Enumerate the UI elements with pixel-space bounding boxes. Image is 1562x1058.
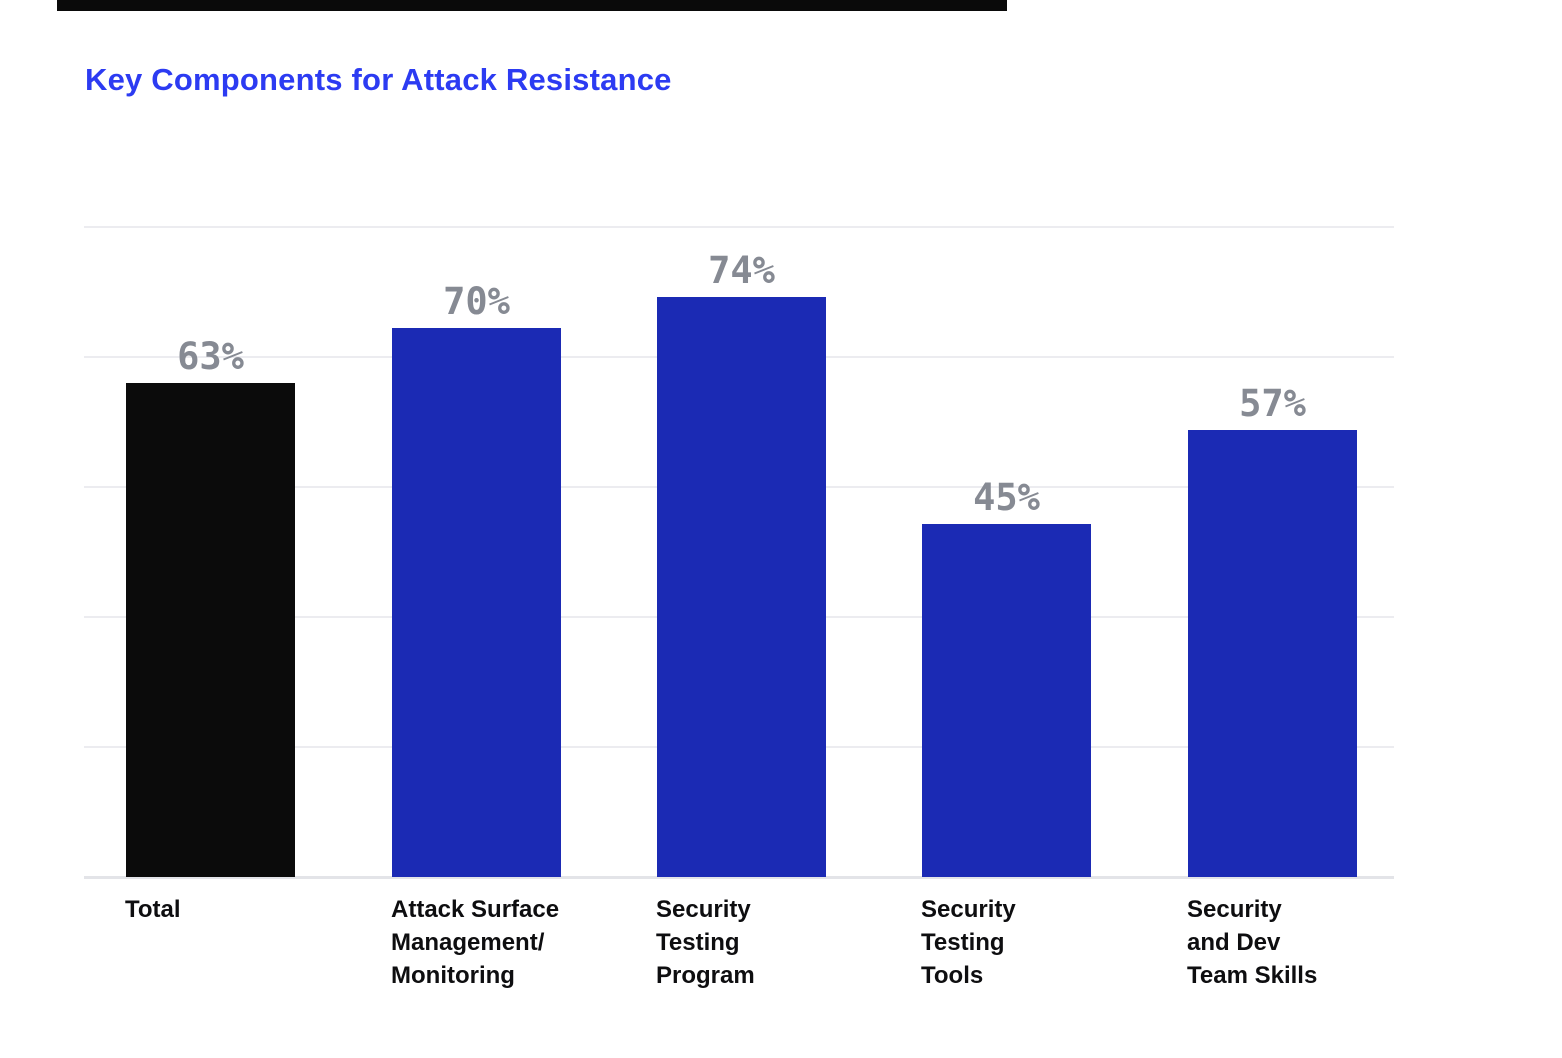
category-label: Total xyxy=(125,896,181,923)
top-black-bar xyxy=(57,0,1007,11)
category-label: Attack Surface Management/ Monitoring xyxy=(391,896,560,989)
bar-total xyxy=(126,383,295,877)
bar-value-label: 45% xyxy=(973,476,1040,519)
gridline xyxy=(84,226,1394,228)
category-label: Security Testing Tools xyxy=(921,896,1016,989)
category-label: Security Testing Program xyxy=(656,896,755,989)
bar-value-label: 57% xyxy=(1239,382,1306,425)
chart-title: Key Components for Attack Resistance xyxy=(85,62,672,97)
bar-security-testing-program xyxy=(657,297,826,877)
bar-value-label: 63% xyxy=(177,335,244,378)
bar-value-label: 74% xyxy=(708,249,775,292)
bar-chart-plot-area: 63% Total 70% Attack Surface Management/ Mo… xyxy=(84,226,1394,989)
bar-value-label: 70% xyxy=(443,280,510,323)
bar-security-and-dev-team-skills xyxy=(1188,430,1357,877)
category-label: Security and Dev Team Skills xyxy=(1187,896,1318,989)
x-axis-baseline xyxy=(84,876,1394,879)
bar-attack-surface-management-monitoring xyxy=(392,328,561,877)
bar-security-testing-tools xyxy=(922,524,1091,877)
